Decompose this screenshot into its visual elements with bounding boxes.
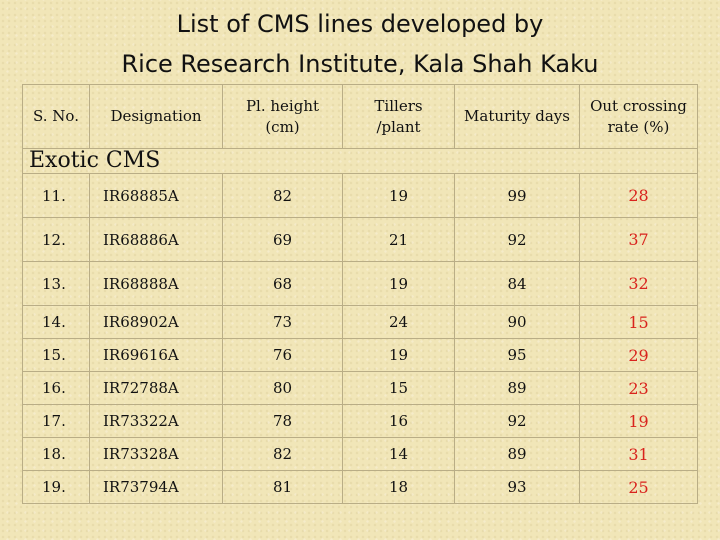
table-row: 18. IR73328A 82 14 89 31 <box>22 437 698 471</box>
cell-maturity-days: 99 <box>454 173 580 218</box>
cell-plant-height: 76 <box>222 338 343 372</box>
cell-tillers: 21 <box>342 217 455 262</box>
cell-sno: 18. <box>22 437 90 471</box>
header-tillers-line-1: Tillers <box>374 96 423 115</box>
table-row: 13. IR68888A 68 19 84 32 <box>22 261 698 306</box>
cell-sno: 11. <box>22 173 90 218</box>
header-tillers-line-2: /plant <box>376 117 421 136</box>
cell-maturity-days: 92 <box>454 217 580 262</box>
cell-sno: 15. <box>22 338 90 372</box>
title-line-1: List of CMS lines developed by <box>176 10 544 38</box>
cell-tillers: 19 <box>342 173 455 218</box>
cell-designation: IR72788A <box>89 371 223 405</box>
cell-tillers: 24 <box>342 305 455 339</box>
header-designation: Designation <box>89 84 223 149</box>
cell-plant-height: 82 <box>222 437 343 471</box>
cell-tillers: 19 <box>342 338 455 372</box>
cell-sno: 19. <box>22 470 90 504</box>
cell-plant-height: 81 <box>222 470 343 504</box>
cell-sno: 17. <box>22 404 90 438</box>
table-row: 12. IR68886A 69 21 92 37 <box>22 217 698 262</box>
cell-plant-height: 69 <box>222 217 343 262</box>
cell-maturity-days: 90 <box>454 305 580 339</box>
cell-maturity-days: 89 <box>454 371 580 405</box>
table-row: 11. IR68885A 82 19 99 28 <box>22 173 698 218</box>
cms-lines-table: S. No. Designation Pl. height (cm) Tille… <box>22 84 698 504</box>
header-sno: S. No. <box>22 84 90 149</box>
cell-designation: IR73794A <box>89 470 223 504</box>
cell-plant-height: 73 <box>222 305 343 339</box>
section-row: Exotic CMS <box>22 148 698 174</box>
cell-outcrossing-rate: 31 <box>579 437 698 471</box>
cell-outcrossing-rate: 15 <box>579 305 698 339</box>
cell-outcrossing-rate: 37 <box>579 217 698 262</box>
header-outcrossing-line-2: rate (%) <box>607 117 670 136</box>
cms-lines-table-container: S. No. Designation Pl. height (cm) Tille… <box>22 84 698 504</box>
cell-sno: 12. <box>22 217 90 262</box>
cell-tillers: 16 <box>342 404 455 438</box>
header-plant-height: Pl. height (cm) <box>222 84 343 149</box>
cell-designation: IR68885A <box>89 173 223 218</box>
cell-outcrossing-rate: 23 <box>579 371 698 405</box>
cell-designation: IR73328A <box>89 437 223 471</box>
section-label-exotic-cms: Exotic CMS <box>22 148 698 174</box>
cell-designation: IR68888A <box>89 261 223 306</box>
cell-tillers: 18 <box>342 470 455 504</box>
cell-maturity-days: 95 <box>454 338 580 372</box>
cell-designation: IR73322A <box>89 404 223 438</box>
cell-plant-height: 78 <box>222 404 343 438</box>
cell-maturity-days: 93 <box>454 470 580 504</box>
cell-sno: 16. <box>22 371 90 405</box>
slide-title: List of CMS lines developed by Rice Rese… <box>0 4 720 84</box>
table-row: 17. IR73322A 78 16 92 19 <box>22 404 698 438</box>
header-plant-height-line-2: (cm) <box>265 117 300 136</box>
cell-outcrossing-rate: 25 <box>579 470 698 504</box>
cell-tillers: 14 <box>342 437 455 471</box>
cell-maturity-days: 89 <box>454 437 580 471</box>
cell-plant-height: 68 <box>222 261 343 306</box>
header-outcrossing-line-1: Out crossing <box>590 96 687 115</box>
cell-tillers: 19 <box>342 261 455 306</box>
header-plant-height-line-1: Pl. height <box>245 96 320 115</box>
cell-designation: IR68886A <box>89 217 223 262</box>
cell-plant-height: 82 <box>222 173 343 218</box>
cell-maturity-days: 84 <box>454 261 580 306</box>
cell-outcrossing-rate: 28 <box>579 173 698 218</box>
header-outcrossing-rate: Out crossing rate (%) <box>579 84 698 149</box>
cell-maturity-days: 92 <box>454 404 580 438</box>
cell-sno: 14. <box>22 305 90 339</box>
table-row: 15. IR69616A 76 19 95 29 <box>22 338 698 372</box>
cell-designation: IR68902A <box>89 305 223 339</box>
cell-tillers: 15 <box>342 371 455 405</box>
cell-sno: 13. <box>22 261 90 306</box>
cell-plant-height: 80 <box>222 371 343 405</box>
header-maturity-days: Maturity days <box>454 84 580 149</box>
table-row: 14. IR68902A 73 24 90 15 <box>22 305 698 339</box>
header-row: S. No. Designation Pl. height (cm) Tille… <box>22 84 698 149</box>
cell-outcrossing-rate: 19 <box>579 404 698 438</box>
table-row: 16. IR72788A 80 15 89 23 <box>22 371 698 405</box>
cell-outcrossing-rate: 29 <box>579 338 698 372</box>
cell-designation: IR69616A <box>89 338 223 372</box>
table-row: 19. IR73794A 81 18 93 25 <box>22 470 698 504</box>
title-line-2: Rice Research Institute, Kala Shah Kaku <box>121 50 599 78</box>
cell-outcrossing-rate: 32 <box>579 261 698 306</box>
header-tillers: Tillers /plant <box>342 84 455 149</box>
